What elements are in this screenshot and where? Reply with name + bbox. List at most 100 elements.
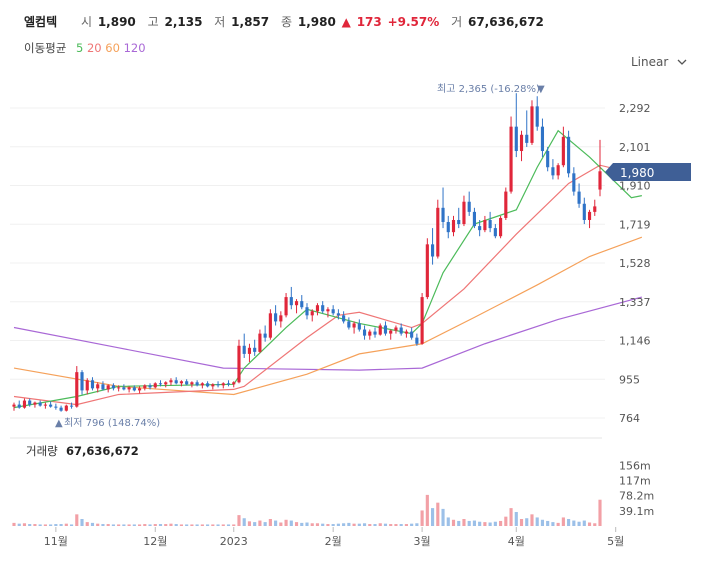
volume-bar [258, 520, 262, 526]
candle [289, 286, 293, 310]
candle [90, 377, 95, 391]
candle-body [117, 387, 121, 389]
candle [362, 325, 367, 340]
candle-body [436, 207, 440, 257]
volume-bar [164, 524, 168, 526]
candle-body [457, 219, 461, 225]
candle [85, 378, 89, 395]
candle-body [404, 331, 408, 334]
candle-body [572, 173, 576, 192]
candle-body [43, 404, 47, 406]
candle-body [394, 327, 398, 331]
candle-body [12, 404, 16, 407]
volume-tick-label: 117m [619, 475, 651, 488]
candle [446, 215, 450, 239]
volume-bar [472, 520, 476, 526]
candle [467, 191, 471, 216]
change-percent: +9.57% [387, 15, 440, 29]
volume-bar [43, 524, 47, 526]
volume-bar [111, 524, 115, 526]
volume-bar [216, 524, 220, 526]
candle-body [347, 321, 351, 328]
candle-body [336, 313, 340, 316]
price-tick-label: 764 [619, 412, 640, 425]
candle [420, 293, 424, 345]
price-grid [10, 107, 605, 419]
candle [535, 96, 539, 131]
volume-bar [226, 524, 231, 526]
candle [69, 402, 74, 409]
candle [342, 311, 346, 324]
candle [457, 207, 461, 229]
volume-bar [530, 514, 534, 526]
candle [59, 405, 63, 412]
volume-bar [174, 524, 178, 526]
ma-legend-title: 이동평균 [24, 41, 67, 55]
candle-body [253, 347, 257, 352]
chevron-down-icon [677, 59, 687, 65]
candle [242, 333, 246, 358]
candle-body [59, 407, 63, 411]
candle-body [216, 384, 220, 386]
ma-legend[interactable]: 이동평균 5 20 60 120 [24, 40, 146, 56]
volume-bar [211, 524, 215, 526]
volume-bar [326, 524, 330, 526]
candle-body [378, 325, 382, 335]
volume-bar [425, 494, 429, 526]
scale-dropdown[interactable]: Linear [631, 55, 687, 69]
candle-body [431, 244, 435, 257]
candle-body [362, 329, 367, 336]
volume-bar [582, 520, 586, 526]
candle [75, 366, 79, 408]
volume-bar [315, 523, 320, 526]
volume-bar [90, 522, 95, 526]
volume-bar [28, 524, 32, 526]
candle [326, 307, 330, 318]
candle-body [164, 382, 168, 385]
candle [368, 329, 372, 340]
volume-bar [321, 523, 325, 526]
stock-name: 엘컴텍 [24, 15, 58, 29]
volume-bar [504, 516, 508, 526]
volume-bar [462, 519, 466, 526]
candle-body [415, 337, 419, 344]
volume-bar [300, 522, 304, 526]
volume-bar [587, 522, 592, 526]
candle [310, 309, 314, 322]
candle-body [54, 406, 58, 408]
candle-body [368, 331, 372, 336]
volume-bar [247, 521, 252, 526]
candle-body [593, 206, 597, 212]
volume-panel-label: 거래량 [26, 444, 58, 458]
volume-bar [106, 524, 110, 526]
candle-body [525, 134, 529, 143]
candle-body [342, 315, 346, 322]
volume-bar [556, 522, 560, 526]
candle [483, 215, 487, 233]
chart-header: 엘컴텍 시 1,890 고 2,135 저 1,857 종 1,980 ▲ 17… [0, 0, 702, 70]
candle [179, 380, 183, 387]
price-tick-label: 2,101 [619, 141, 651, 154]
candle [216, 381, 220, 388]
volume-bar [593, 523, 597, 526]
candle [294, 299, 299, 314]
change-value: 173 [356, 15, 382, 29]
candle-body [546, 151, 550, 168]
volume-bar [357, 523, 361, 526]
volume-bar [478, 521, 482, 526]
candle [389, 329, 393, 340]
volume-bar [431, 508, 435, 526]
candle [43, 402, 47, 409]
candle-body [514, 126, 518, 152]
candle [347, 317, 351, 330]
price-tick-label: 1,528 [619, 257, 651, 270]
candle [237, 339, 241, 384]
candle [200, 382, 204, 389]
candle-body [410, 331, 414, 338]
candle [49, 401, 53, 408]
high-annotation: 최고 2,365 (-16.28%) [437, 83, 540, 95]
volume-bar [467, 520, 471, 526]
volume-bar [101, 524, 105, 526]
candle-body [310, 311, 314, 316]
